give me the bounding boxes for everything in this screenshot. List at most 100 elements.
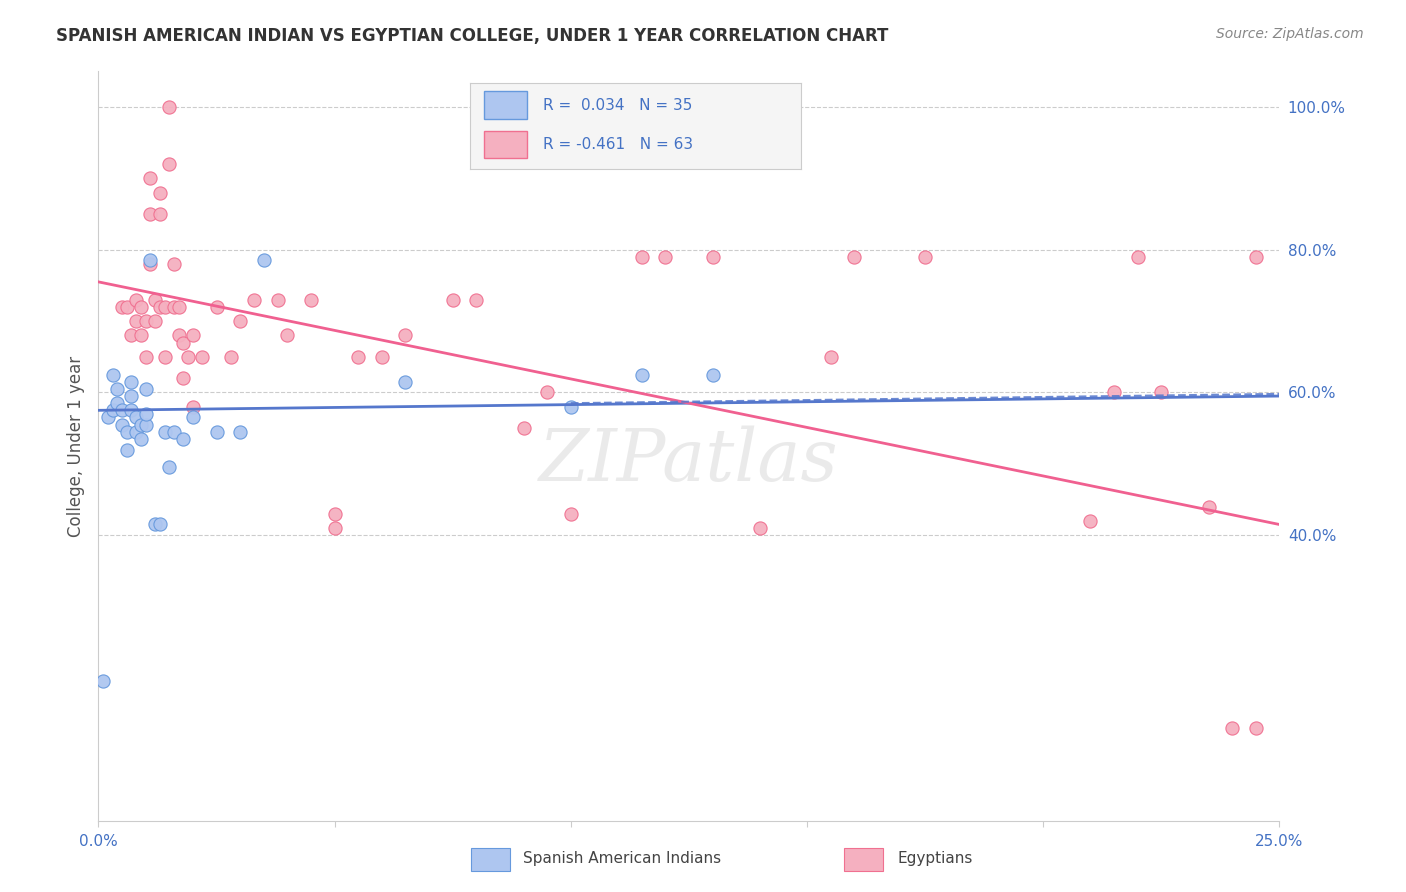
Point: [441, 293, 464, 307]
Point: [654, 250, 676, 264]
Point: [129, 328, 152, 343]
Point: [560, 507, 582, 521]
Point: [1198, 500, 1220, 514]
Point: [465, 293, 488, 307]
Y-axis label: College, Under 1 year: College, Under 1 year: [66, 355, 84, 537]
Point: [157, 100, 180, 114]
Point: [149, 207, 172, 221]
Point: [143, 314, 166, 328]
Point: [125, 425, 148, 439]
Point: [157, 157, 180, 171]
Point: [512, 421, 534, 435]
Point: [129, 300, 152, 314]
Point: [243, 293, 266, 307]
Point: [205, 300, 228, 314]
Text: Egyptians: Egyptians: [897, 852, 973, 866]
Point: [139, 207, 162, 221]
Point: [125, 293, 148, 307]
Text: SPANISH AMERICAN INDIAN VS EGYPTIAN COLLEGE, UNDER 1 YEAR CORRELATION CHART: SPANISH AMERICAN INDIAN VS EGYPTIAN COLL…: [56, 27, 889, 45]
Text: Source: ZipAtlas.com: Source: ZipAtlas.com: [1216, 27, 1364, 41]
Point: [121, 389, 143, 403]
Point: [105, 382, 128, 396]
Point: [394, 375, 416, 389]
Point: [157, 460, 180, 475]
Point: [163, 300, 186, 314]
Point: [276, 328, 298, 343]
Point: [371, 350, 394, 364]
Point: [229, 314, 252, 328]
Point: [135, 407, 157, 421]
Point: [630, 368, 652, 382]
Point: [844, 250, 866, 264]
Point: [129, 417, 152, 432]
Point: [536, 385, 558, 400]
Point: [115, 442, 138, 457]
Point: [143, 293, 166, 307]
Point: [139, 171, 162, 186]
Point: [1244, 721, 1267, 735]
Point: [172, 335, 194, 350]
Point: [820, 350, 842, 364]
Point: [105, 396, 128, 410]
Point: [125, 314, 148, 328]
Point: [111, 403, 134, 417]
Point: [219, 350, 242, 364]
Point: [125, 410, 148, 425]
Point: [149, 186, 172, 200]
Point: [91, 674, 114, 689]
Point: [163, 257, 186, 271]
Point: [101, 368, 124, 382]
Point: [1150, 385, 1173, 400]
Point: [630, 250, 652, 264]
Point: [143, 517, 166, 532]
Point: [121, 328, 143, 343]
Point: [172, 432, 194, 446]
Point: [323, 521, 346, 535]
Point: [97, 410, 120, 425]
Point: [253, 253, 276, 268]
Point: [149, 300, 172, 314]
Point: [101, 403, 124, 417]
Point: [1244, 250, 1267, 264]
Point: [111, 300, 134, 314]
Point: [153, 300, 176, 314]
Point: [129, 432, 152, 446]
Point: [181, 328, 204, 343]
Point: [702, 250, 724, 264]
Point: [135, 417, 157, 432]
Point: [153, 425, 176, 439]
Point: [229, 425, 252, 439]
Point: [191, 350, 214, 364]
Point: [748, 521, 770, 535]
Point: [177, 350, 200, 364]
Point: [1102, 385, 1125, 400]
Point: [181, 410, 204, 425]
Point: [702, 368, 724, 382]
Point: [560, 400, 582, 414]
Text: 0.0%: 0.0%: [79, 834, 118, 849]
Point: [1080, 514, 1102, 528]
Point: [172, 371, 194, 385]
Point: [115, 300, 138, 314]
Point: [323, 507, 346, 521]
Point: [139, 257, 162, 271]
Point: [181, 400, 204, 414]
Point: [153, 350, 176, 364]
Point: [347, 350, 370, 364]
Point: [149, 517, 172, 532]
Point: [914, 250, 936, 264]
Text: ZIPatlas: ZIPatlas: [538, 425, 839, 496]
Point: [139, 253, 162, 268]
Point: [115, 425, 138, 439]
Point: [163, 425, 186, 439]
Point: [167, 328, 190, 343]
Point: [121, 375, 143, 389]
Point: [1220, 721, 1243, 735]
Point: [1126, 250, 1149, 264]
Point: [205, 425, 228, 439]
Point: [167, 300, 190, 314]
Point: [299, 293, 322, 307]
Point: [121, 403, 143, 417]
Text: 25.0%: 25.0%: [1256, 834, 1303, 849]
Point: [111, 417, 134, 432]
